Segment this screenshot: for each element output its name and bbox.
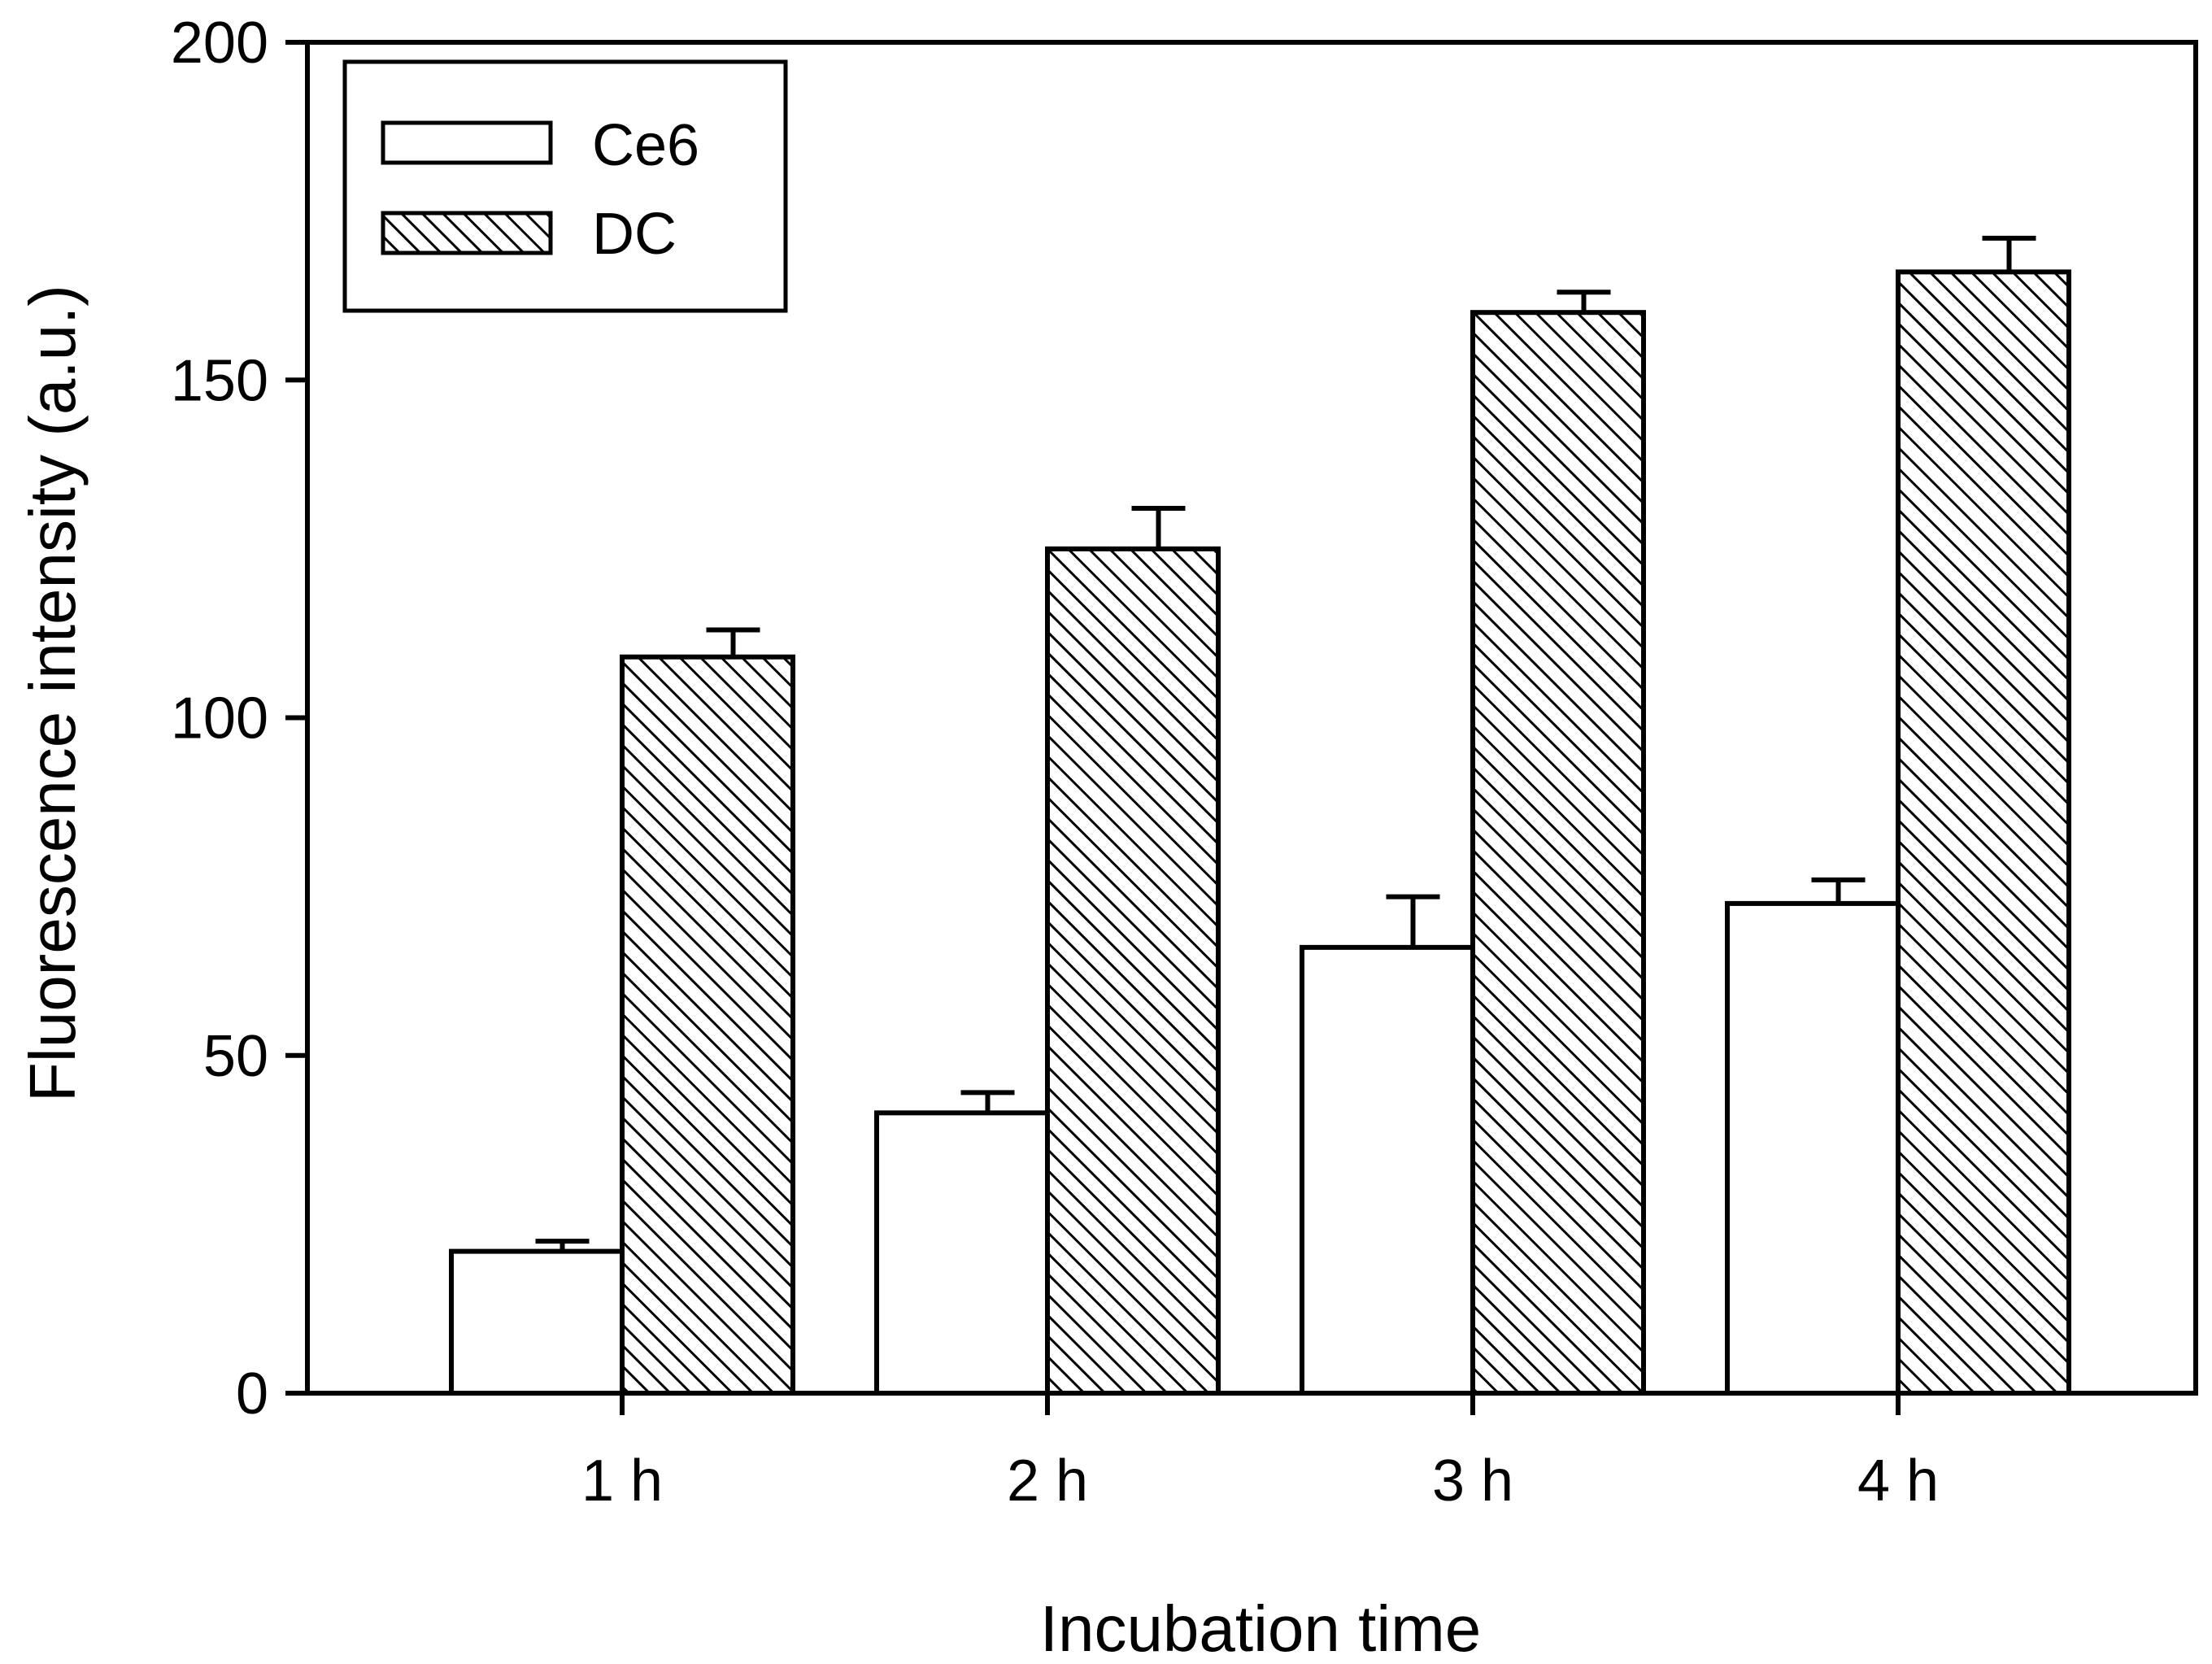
bars-layer (449, 269, 2071, 1396)
bar-ce6-2h (874, 1110, 1050, 1396)
bar-ce6-4h (1725, 900, 1901, 1396)
bar-ce6-1h (449, 1248, 625, 1396)
x-tick-label: 4 h (1857, 1448, 1939, 1514)
x-tick-label: 3 h (1432, 1448, 1513, 1514)
y-axis-title: Fluorescence intensity (a.u.) (16, 285, 89, 1102)
bar-ce6-3h (1300, 944, 1475, 1396)
error-bars-layer (535, 235, 2036, 1252)
y-tick-label: 150 (171, 348, 268, 413)
legend: Ce6 DC (342, 59, 788, 313)
x-tick-label: 2 h (1007, 1448, 1088, 1514)
bar-dc-2h (1045, 546, 1221, 1396)
legend-box (342, 59, 788, 313)
y-tick-label: 200 (171, 11, 268, 76)
bar-dc-3h (1470, 310, 1646, 1396)
legend-label-dc: DC (592, 202, 677, 267)
y-tick-label: 0 (236, 1361, 268, 1427)
legend-swatch-dc (381, 211, 553, 255)
bar-dc-1h (620, 654, 795, 1396)
x-tick-label: 1 h (581, 1448, 663, 1514)
bar-dc-4h (1896, 269, 2071, 1396)
y-tick-label: 100 (171, 686, 268, 751)
legend-label-ce6: Ce6 (592, 113, 699, 178)
legend-swatch-ce6 (381, 120, 553, 165)
ticks-layer: 1 h 2 h 3 h 4 h 0 50 100 150 200 (171, 11, 1939, 1514)
y-tick-label: 50 (203, 1024, 268, 1089)
x-axis-title: Incubation time (1040, 1592, 1482, 1664)
